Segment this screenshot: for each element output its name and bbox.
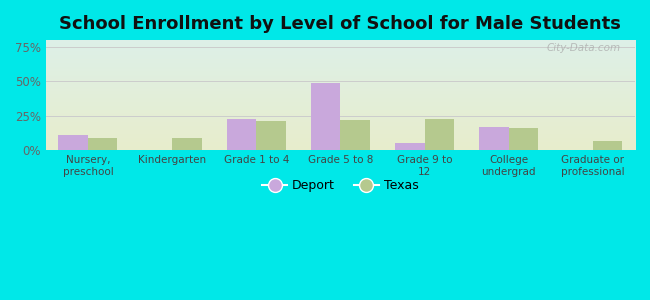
Text: City-Data.com: City-Data.com [546, 44, 620, 53]
Bar [593, 141, 623, 150]
Bar [341, 120, 370, 150]
Legend: Deport, Texas: Deport, Texas [257, 174, 424, 197]
Bar [395, 143, 424, 150]
Bar [227, 119, 256, 150]
Bar [479, 127, 509, 150]
Bar [172, 138, 202, 150]
Bar [88, 138, 118, 150]
Bar [256, 122, 286, 150]
Bar [58, 135, 88, 150]
Title: School Enrollment by Level of School for Male Students: School Enrollment by Level of School for… [60, 15, 621, 33]
Bar [424, 119, 454, 150]
Bar [311, 83, 341, 150]
Bar [509, 128, 538, 150]
